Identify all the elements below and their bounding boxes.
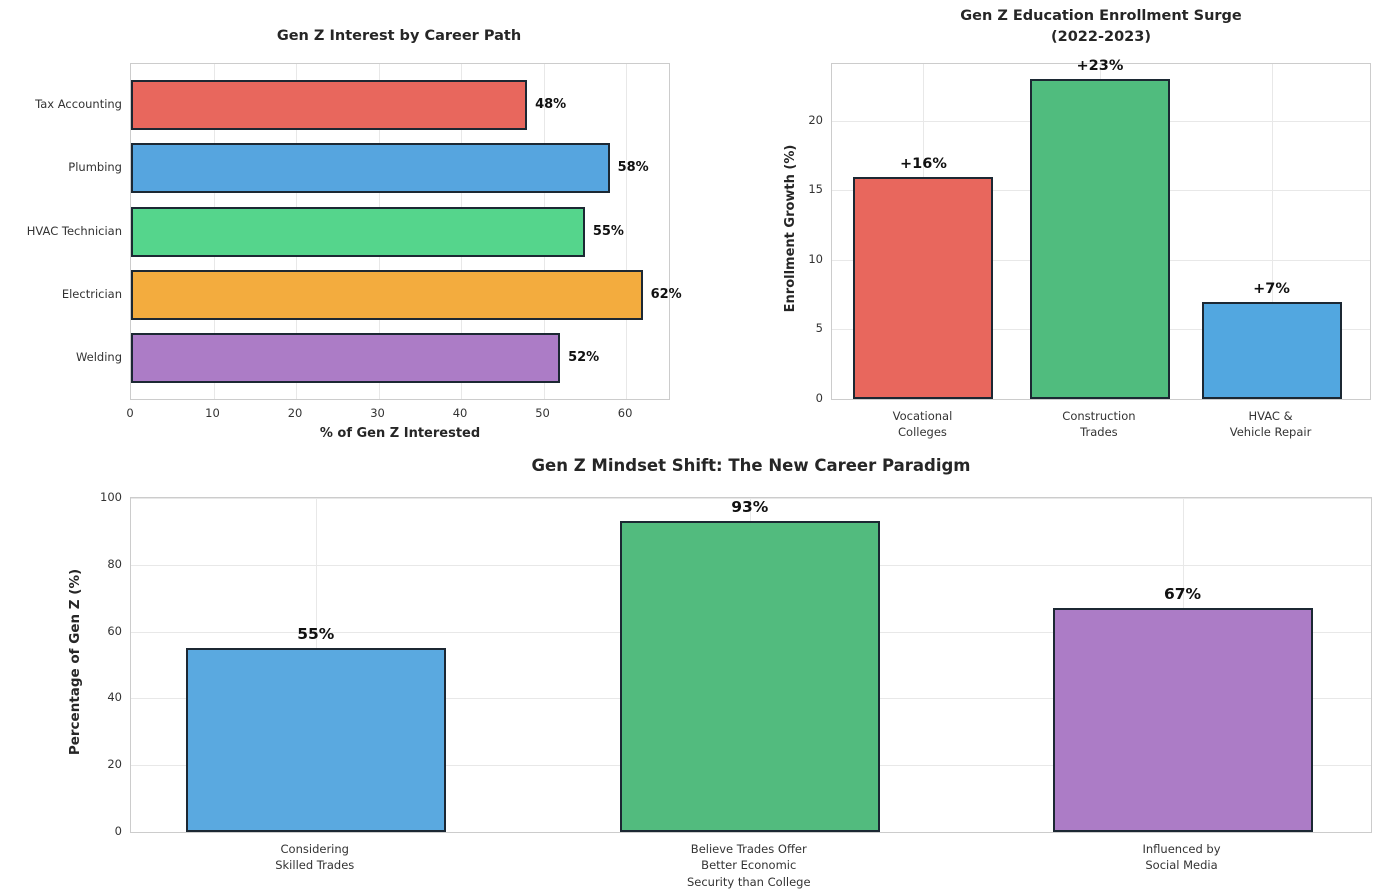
gridline — [131, 498, 1371, 499]
y-tick-label: 0 — [815, 391, 823, 405]
career-interest-category-axis: Tax Accounting Plumbing HVAC Technician Ele… — [8, 63, 122, 400]
bar-value-label: 67% — [1163, 585, 1202, 604]
gridline — [1271, 64, 1273, 399]
category-label: Construction Trades — [1062, 409, 1136, 440]
category-label: Electrician — [61, 286, 122, 301]
bar-value-label: +7% — [1253, 280, 1290, 297]
bar-value-label: +23% — [1076, 58, 1124, 75]
category-label: HVAC Technician — [26, 223, 122, 238]
bar-tax-accounting — [131, 79, 528, 130]
y-tick-label: 0 — [114, 824, 122, 838]
y-tick-label: 20 — [107, 757, 122, 772]
y-tick-label: 100 — [100, 490, 122, 504]
x-tick-label: 30 — [370, 406, 385, 420]
gridline — [626, 64, 628, 399]
y-tick-label: 15 — [808, 182, 823, 197]
category-label: Considering Skilled Trades — [275, 842, 355, 873]
bar-hvac-technician — [131, 206, 585, 257]
x-tick-label: 20 — [287, 406, 303, 420]
category-label: Vocational Colleges — [892, 409, 953, 440]
career-interest-xlabel: % of Gen Z Interested — [319, 426, 481, 441]
enrollment-surge-y-axis: 0 5 10 15 20 — [795, 63, 823, 405]
career-interest-title: Gen Z Interest by Career Path — [276, 28, 522, 44]
bar-value-label: +16% — [900, 155, 947, 172]
category-label: Tax Accounting — [35, 96, 122, 111]
mindset-shift-y-axis: 0 20 40 60 80 100 — [94, 490, 122, 838]
bar-believe-trades-offer-better-economic-security-than-college — [619, 521, 880, 832]
x-tick-label: 60 — [617, 406, 633, 420]
x-tick-label: 0 — [126, 406, 134, 420]
category-label: Welding — [75, 350, 122, 365]
bar-considering-skilled-trades — [185, 648, 446, 832]
bar-welding — [131, 333, 561, 384]
career-interest-plot-area: 48% 58% 55% 62% 52% — [130, 63, 682, 400]
y-tick-label: 5 — [815, 321, 823, 336]
enrollment-surge-title: Gen Z Education Enrollment Surge (2022-2… — [960, 8, 1242, 46]
x-tick-label: 40 — [452, 406, 468, 420]
career-interest-x-axis: 0 10 20 30 40 50 60 — [126, 406, 670, 422]
bar-value-label: 62% — [650, 286, 682, 302]
x-tick-label: 10 — [205, 406, 220, 420]
bar-value-label: 52% — [568, 350, 600, 366]
y-tick-label: 10 — [808, 251, 823, 266]
y-tick-label: 40 — [107, 690, 122, 705]
y-tick-label: 80 — [107, 556, 122, 571]
mindset-shift-title: Gen Z Mindset Shift: The New Career Para… — [531, 456, 971, 475]
bar-construction-trades — [1029, 79, 1170, 399]
mindset-shift-plot-area: 55% 93% 67% — [130, 497, 1372, 833]
bar-value-label: 58% — [617, 160, 649, 176]
category-label: Influenced by Social Media — [1142, 842, 1221, 873]
category-label: HVAC & Vehicle Repair — [1229, 409, 1312, 440]
enrollment-surge-plot-area: +16% +23% +7% — [831, 58, 1371, 400]
enrollment-surge-category-axis: Vocational Colleges Construction Trades HV… — [831, 408, 1371, 448]
x-tick-label: 50 — [535, 406, 550, 420]
category-label: Believe Trades Offer Better Economic Sec… — [686, 842, 811, 889]
y-tick-label: 60 — [107, 623, 122, 638]
bar-electrician — [131, 269, 643, 320]
bar-value-label: 48% — [535, 96, 567, 112]
mindset-shift-ylabel: Percentage of Gen Z (%) — [67, 568, 83, 756]
bar-value-label: 93% — [731, 498, 769, 517]
category-label: Plumbing — [68, 160, 122, 175]
y-tick-label: 20 — [808, 112, 823, 127]
bar-value-label: 55% — [297, 625, 335, 644]
bar-value-label: 55% — [592, 223, 624, 239]
bar-vocational-colleges — [853, 176, 994, 399]
bar-plumbing — [131, 143, 610, 194]
bar-hvac-vehicle-repair — [1201, 301, 1342, 399]
mindset-shift-category-axis: Considering Skilled Trades Believe Trades… — [130, 841, 1372, 895]
bar-influenced-by-social-media — [1052, 608, 1313, 832]
